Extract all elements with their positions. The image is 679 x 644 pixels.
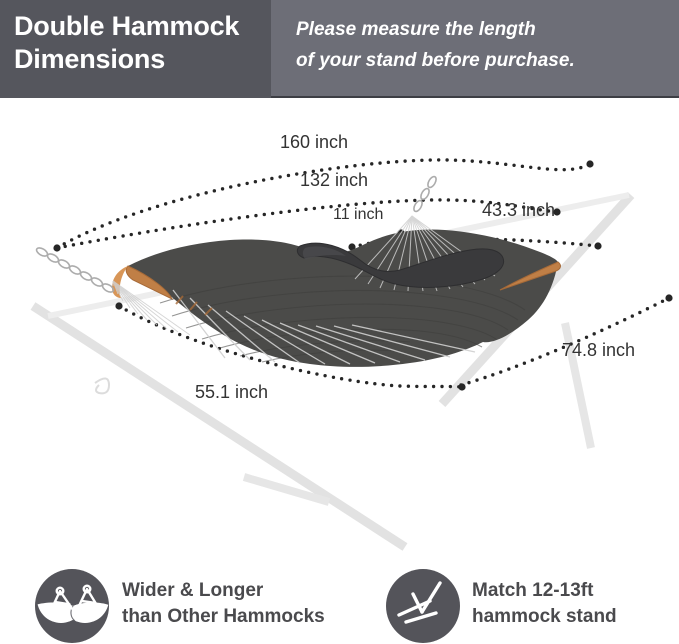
- svg-text:132 inch: 132 inch: [300, 170, 368, 190]
- svg-text:74.8 inch: 74.8 inch: [562, 340, 635, 360]
- svg-text:160 inch: 160 inch: [280, 132, 348, 152]
- svg-text:55.1 inch: 55.1 inch: [195, 382, 268, 402]
- svg-text:43.3 inch: 43.3 inch: [482, 200, 555, 220]
- svg-text:11 inch: 11 inch: [333, 206, 383, 223]
